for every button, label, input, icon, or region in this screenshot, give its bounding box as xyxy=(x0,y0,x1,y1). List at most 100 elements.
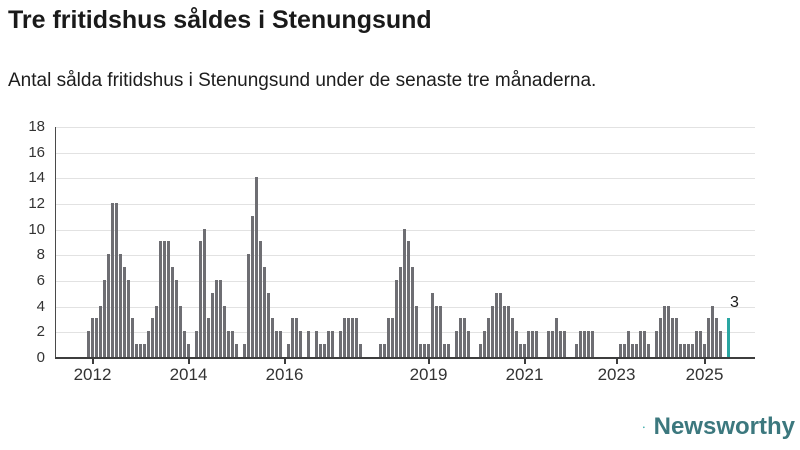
bar xyxy=(719,331,722,357)
bar xyxy=(515,331,518,357)
bar xyxy=(619,344,622,357)
bar xyxy=(587,331,590,357)
bar xyxy=(467,331,470,357)
bar xyxy=(379,344,382,357)
bar xyxy=(215,280,218,357)
bar xyxy=(491,306,494,357)
bar xyxy=(427,344,430,357)
bar xyxy=(519,344,522,357)
bar xyxy=(155,306,158,357)
bar xyxy=(627,331,630,357)
bar xyxy=(107,254,110,357)
bar xyxy=(551,331,554,357)
y-axis-label: 6 xyxy=(36,272,45,289)
bar xyxy=(435,306,438,357)
chart-title: Tre fritidshus såldes i Stenungsund xyxy=(8,6,432,34)
bar xyxy=(391,318,394,357)
bar xyxy=(523,344,526,357)
bar xyxy=(227,331,230,357)
bar xyxy=(447,344,450,357)
bar xyxy=(547,331,550,357)
bar xyxy=(503,306,506,357)
bar xyxy=(315,331,318,357)
bar xyxy=(703,344,706,357)
bar xyxy=(479,344,482,357)
bar xyxy=(399,267,402,357)
bar xyxy=(631,344,634,357)
bar xyxy=(167,241,170,357)
bar xyxy=(407,241,410,357)
bar xyxy=(531,331,534,357)
bar xyxy=(263,267,266,357)
bar xyxy=(87,331,90,357)
bar xyxy=(423,344,426,357)
bar xyxy=(679,344,682,357)
x-axis-label: 2012 xyxy=(73,365,112,384)
bar xyxy=(251,216,254,357)
bar xyxy=(351,318,354,357)
bar xyxy=(183,331,186,357)
x-axis-label: 2023 xyxy=(597,365,636,384)
bar xyxy=(383,344,386,357)
bar xyxy=(707,318,710,357)
newsworthy-logo-text: Newsworthy xyxy=(653,413,795,440)
y-axis-label: 10 xyxy=(28,220,45,238)
bar xyxy=(591,331,594,357)
bar xyxy=(699,331,702,357)
y-axis-label: 12 xyxy=(28,195,45,212)
bar xyxy=(355,318,358,357)
bar xyxy=(179,306,182,357)
bar xyxy=(431,293,434,357)
bar xyxy=(687,344,690,357)
bar xyxy=(163,241,166,357)
bar xyxy=(499,293,502,357)
bar xyxy=(299,331,302,357)
x-axis-tick xyxy=(703,359,706,364)
bar xyxy=(187,344,190,357)
bar xyxy=(691,344,694,357)
bar xyxy=(343,318,346,357)
gridline-y12 xyxy=(56,204,755,205)
bar xyxy=(143,344,146,357)
bar xyxy=(243,344,246,357)
bar xyxy=(271,318,274,357)
bar xyxy=(563,331,566,357)
bar xyxy=(655,331,658,357)
bar xyxy=(487,318,490,357)
bar xyxy=(439,306,442,357)
bar xyxy=(319,344,322,357)
bar xyxy=(103,280,106,357)
x-axis-tick xyxy=(523,359,526,364)
bar xyxy=(131,318,134,357)
bar xyxy=(331,331,334,357)
x-axis-tick xyxy=(283,359,286,364)
bar xyxy=(555,318,558,357)
bar xyxy=(643,331,646,357)
bar xyxy=(255,177,258,357)
y-axis-label: 18 xyxy=(28,118,45,135)
bar xyxy=(711,306,714,357)
bar xyxy=(527,331,530,357)
bar xyxy=(419,344,422,357)
x-axis-tick xyxy=(187,359,190,364)
bar xyxy=(175,280,178,357)
bar xyxy=(403,229,406,357)
bar xyxy=(231,331,234,357)
bar xyxy=(715,318,718,357)
bar xyxy=(235,344,238,357)
bar xyxy=(275,331,278,357)
bar xyxy=(415,306,418,357)
bar xyxy=(259,241,262,357)
bar xyxy=(199,241,202,357)
bar xyxy=(659,318,662,357)
bar xyxy=(139,344,142,357)
bar xyxy=(443,344,446,357)
bar xyxy=(127,280,130,357)
bar xyxy=(95,318,98,357)
gridline-y16 xyxy=(56,152,755,154)
newsworthy-logo[interactable]: Newsworthy xyxy=(643,408,795,446)
bar xyxy=(247,254,250,357)
x-axis-label: 2019 xyxy=(409,365,448,384)
bar xyxy=(339,331,342,357)
y-axis-label: 16 xyxy=(28,143,45,161)
